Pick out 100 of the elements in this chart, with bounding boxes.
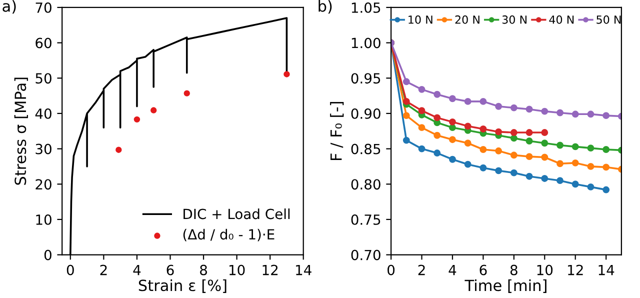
y-axis-title: Stress σ [MPa] — [14, 78, 28, 185]
y-tick-label: 1.05 — [352, 2, 380, 13]
point — [495, 167, 502, 174]
point — [572, 110, 579, 118]
point — [449, 118, 456, 126]
point — [402, 78, 410, 86]
point — [602, 146, 610, 153]
point — [572, 159, 579, 166]
x-tick-label: 6 — [480, 264, 487, 276]
legend-label: 40 N — [549, 15, 574, 24]
point — [602, 164, 610, 171]
point — [449, 95, 456, 102]
point — [134, 116, 140, 123]
point — [510, 134, 518, 142]
point — [464, 98, 472, 105]
point — [464, 122, 472, 130]
x-tick-label: 4 — [133, 264, 141, 276]
y-tick-label: 0.95 — [351, 73, 380, 84]
point — [541, 108, 548, 115]
point — [402, 98, 410, 105]
point — [556, 177, 564, 184]
x-tick-label: 12 — [568, 264, 583, 276]
point — [526, 106, 533, 113]
point — [510, 129, 518, 136]
point — [510, 152, 518, 159]
legend-label: 20 N — [455, 15, 480, 24]
point — [284, 71, 290, 78]
point — [434, 150, 441, 156]
point — [150, 107, 157, 114]
point — [526, 138, 533, 144]
y-tick-label: 0.70 — [351, 250, 380, 260]
legend-label: DIC + Load Cell — [184, 208, 290, 220]
point — [449, 136, 456, 144]
point — [418, 86, 426, 93]
y-tick-label: 1.00 — [352, 38, 380, 48]
legend-label: 50 N — [596, 15, 621, 24]
y-axis-title: F / F₀ [-] — [330, 102, 344, 160]
point — [480, 126, 487, 132]
x-tick-label: 0 — [66, 264, 74, 276]
point — [587, 110, 594, 118]
x-tick-label: 4 — [448, 264, 456, 276]
x-tick-label: 10 — [229, 264, 245, 276]
text: b) — [318, 0, 332, 14]
point — [587, 183, 594, 190]
y-tick-label: 30 — [36, 144, 52, 154]
y-tick-label: 40 — [35, 108, 52, 119]
point — [587, 144, 594, 152]
text: a) — [2, 0, 16, 14]
y-tick-label: 50 — [36, 73, 52, 84]
x-tick-label: 14 — [296, 264, 312, 276]
point — [480, 98, 487, 105]
point — [526, 129, 533, 136]
point — [480, 146, 487, 153]
point — [587, 162, 594, 170]
point — [495, 128, 502, 136]
point — [556, 160, 564, 168]
point — [556, 142, 564, 149]
y-tick-label: 0.90 — [351, 108, 380, 119]
point — [556, 109, 564, 116]
point — [434, 90, 441, 98]
x-tick-label: 12 — [262, 264, 278, 276]
point — [541, 129, 548, 136]
legend-label: 10 N — [408, 15, 432, 24]
point — [434, 114, 441, 122]
x-tick-label: 0 — [388, 264, 395, 276]
y-tick-label: 0.85 — [351, 144, 380, 154]
point — [602, 186, 610, 194]
point — [449, 156, 456, 163]
point — [510, 104, 518, 112]
y-tick-label: 70 — [36, 2, 52, 13]
point — [418, 107, 426, 114]
point — [418, 145, 426, 152]
point — [480, 164, 487, 172]
x-tick-label: 8 — [200, 264, 207, 276]
point — [495, 147, 502, 154]
x-axis-title: Strain ε [%] — [138, 279, 226, 293]
y-tick-label: 10 — [36, 214, 52, 225]
point — [418, 124, 426, 132]
x-tick-label: 10 — [537, 264, 553, 276]
point — [402, 136, 410, 144]
point — [526, 153, 533, 160]
legend-label: 30 N — [502, 15, 526, 24]
point — [572, 180, 579, 188]
point — [602, 112, 610, 120]
legend-label: (Δd / d₀ - 1)·E — [183, 228, 274, 242]
point — [116, 146, 122, 153]
point — [572, 143, 579, 150]
point — [526, 172, 533, 180]
x-tick-label: 2 — [418, 264, 425, 276]
point — [402, 112, 410, 120]
y-tick-label: 0 — [44, 250, 52, 260]
y-tick-label: 0.80 — [351, 179, 380, 190]
point — [541, 154, 548, 161]
point — [449, 124, 456, 132]
x-tick-label: 14 — [598, 264, 614, 276]
y-tick-label: 0.75 — [351, 214, 380, 225]
y-tick-label: 60 — [36, 38, 52, 48]
point — [464, 140, 472, 147]
point — [541, 174, 548, 182]
y-tick-label: 20 — [36, 179, 52, 190]
